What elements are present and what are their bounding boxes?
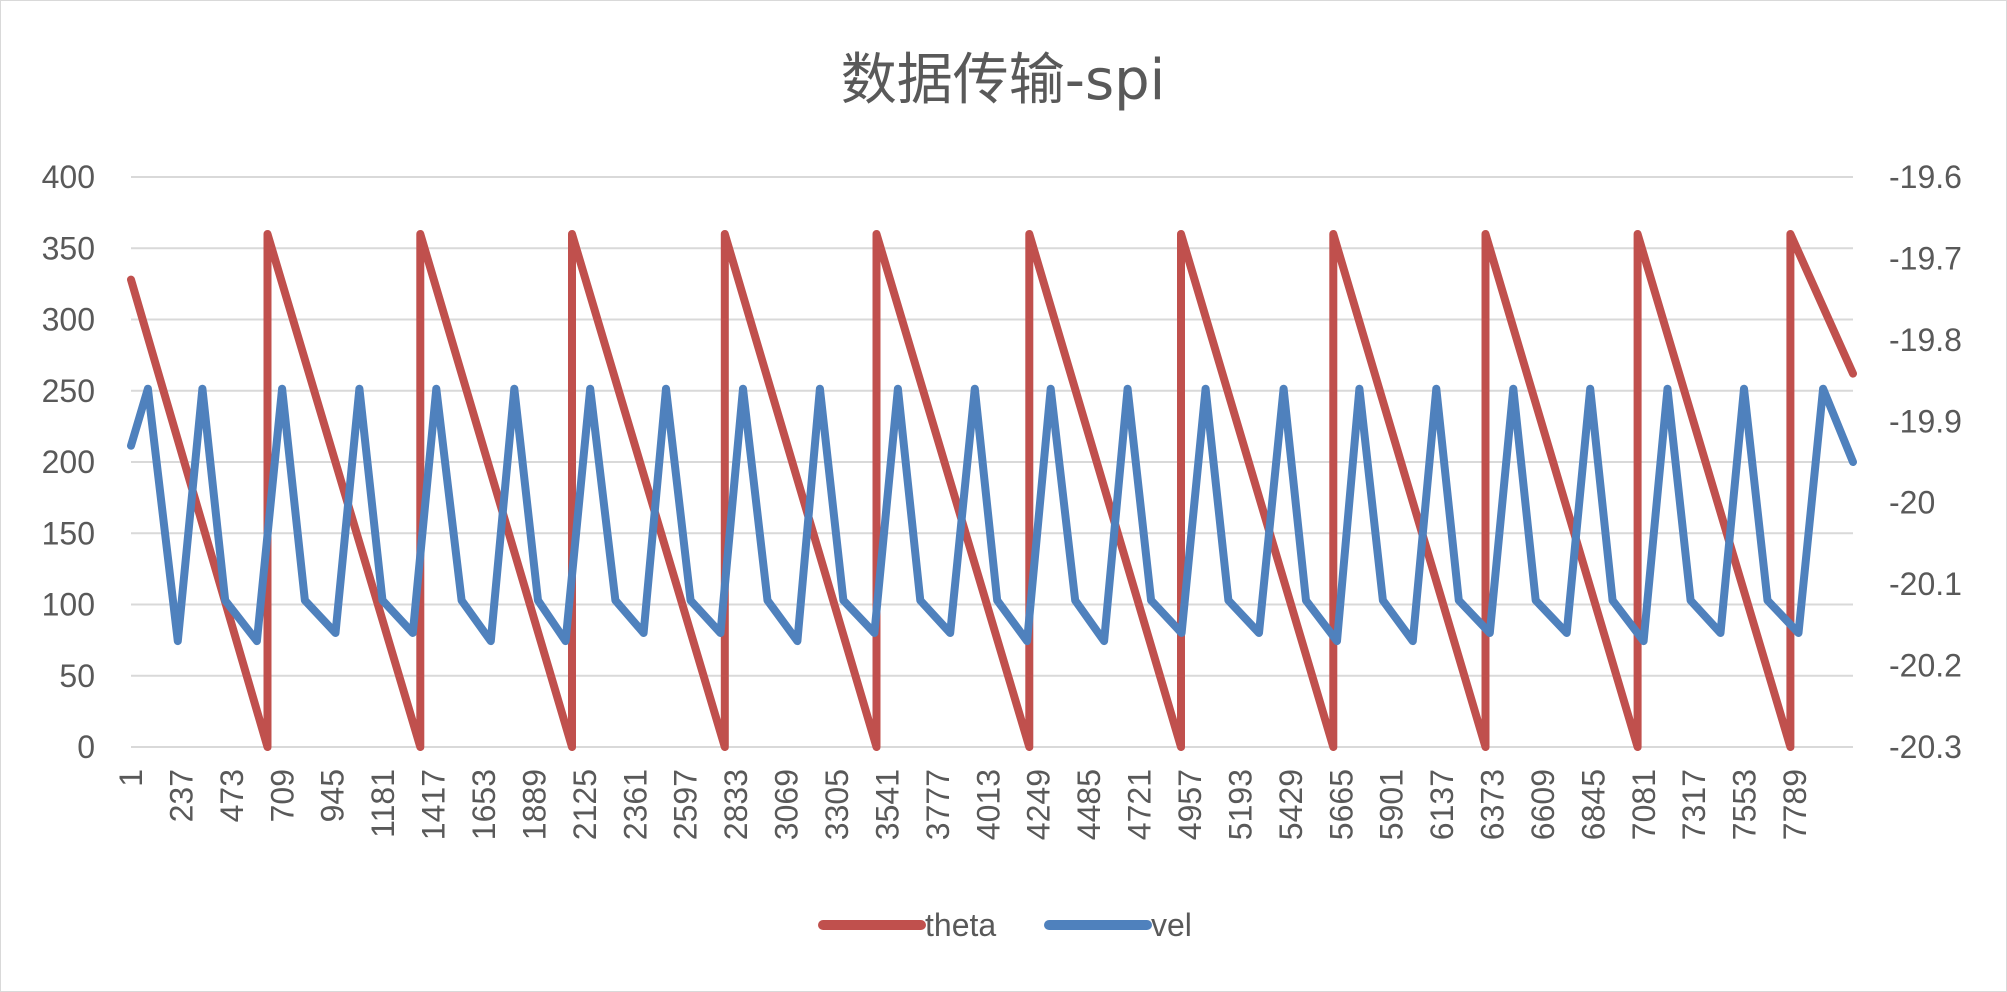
x-tick-label: 2361 [617, 769, 653, 840]
y2-tick-label: -19.8 [1889, 322, 1962, 358]
x-tick-label: 5429 [1273, 769, 1309, 840]
y2-tick-label: -19.6 [1889, 159, 1962, 195]
y-tick-label: 100 [42, 587, 95, 623]
y2-tick-label: -20.1 [1889, 566, 1962, 602]
x-tick-label: 6609 [1525, 769, 1561, 840]
y2-tick-label: -19.9 [1889, 403, 1962, 439]
x-tick-label: 2833 [718, 769, 754, 840]
x-tick-label: 6845 [1575, 769, 1611, 840]
y-tick-label: 350 [42, 230, 95, 266]
x-tick-label: 6373 [1475, 769, 1511, 840]
legend-label-theta: theta [925, 907, 996, 943]
plot-area [127, 230, 1857, 751]
chart-title: 数据传输-spi [841, 48, 1166, 113]
x-tick-label: 237 [163, 769, 199, 822]
x-tick-label: 4721 [1122, 769, 1158, 840]
x-tick-label: 3541 [869, 769, 905, 840]
series-line-vel [127, 384, 1857, 646]
x-tick-label: 4013 [970, 769, 1006, 840]
x-tick-label: 473 [214, 769, 250, 822]
y-tick-label: 250 [42, 373, 95, 409]
x-tick-label: 1653 [466, 769, 502, 840]
series-line-theta [127, 230, 1857, 751]
legend-label-vel: vel [1151, 907, 1192, 943]
x-tick-label: 7317 [1676, 769, 1712, 840]
x-tick-label: 6137 [1424, 769, 1460, 840]
x-tick-label: 5193 [1222, 769, 1258, 840]
x-tick-label: 1417 [416, 769, 452, 840]
x-tick-label: 5901 [1374, 769, 1410, 840]
y-tick-label: 200 [42, 444, 95, 480]
y2-tick-label: -20.3 [1889, 729, 1962, 765]
y-tick-label: 400 [42, 159, 95, 195]
x-tick-label: 3305 [819, 769, 855, 840]
x-tick-label: 4957 [1172, 769, 1208, 840]
x-tick-label: 7553 [1727, 769, 1763, 840]
x-tick-label: 4249 [1021, 769, 1057, 840]
y-tick-label: 300 [42, 302, 95, 338]
x-tick-label: 1 [113, 769, 149, 787]
x-tick-label: 3777 [920, 769, 956, 840]
x-tick-label: 945 [315, 769, 351, 822]
y2-tick-label: -20 [1889, 485, 1935, 521]
x-tick-label: 4485 [1071, 769, 1107, 840]
x-tick-label: 2125 [567, 769, 603, 840]
y2-tick-label: -20.2 [1889, 648, 1962, 684]
x-tick-label: 7081 [1626, 769, 1662, 840]
x-tick-label: 1181 [365, 769, 401, 838]
x-tick-label: 709 [264, 769, 300, 822]
y-tick-label: 50 [59, 658, 95, 694]
x-tick-label: 7789 [1777, 769, 1813, 840]
x-tick-label: 1889 [516, 769, 552, 840]
axes: 0 50 100 150 200 250 300 350 400 -20.3 -20.2 -20.1 -… [42, 159, 1962, 840]
y2-tick-label: -19.7 [1889, 240, 1962, 276]
y-tick-label: 0 [77, 729, 95, 765]
x-tick-label: 5665 [1323, 769, 1359, 840]
x-tick-label: 2597 [668, 769, 704, 840]
legend: theta vel [818, 907, 1192, 943]
x-tick-label: 3069 [769, 769, 805, 840]
y-tick-label: 150 [42, 515, 95, 551]
